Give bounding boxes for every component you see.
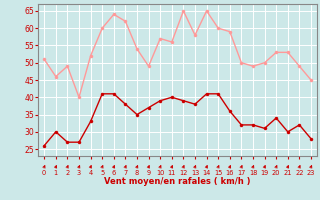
X-axis label: Vent moyen/en rafales ( km/h ): Vent moyen/en rafales ( km/h ) (104, 177, 251, 186)
